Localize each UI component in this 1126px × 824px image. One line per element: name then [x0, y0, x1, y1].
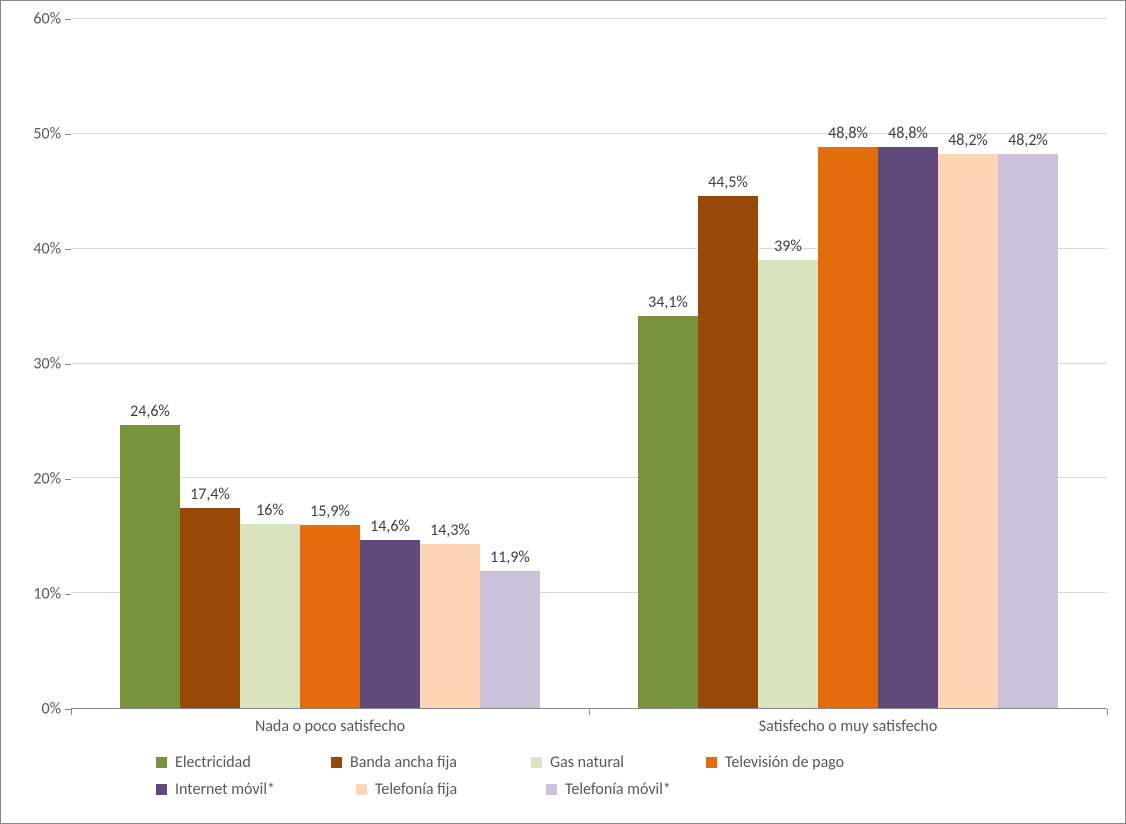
- legend-marker: [546, 784, 557, 795]
- bar-tel_movil: [480, 571, 540, 708]
- bar-tel_movil: [998, 154, 1058, 708]
- x-tick-mark: [589, 709, 590, 715]
- legend-label: Banda ancha fija: [350, 753, 457, 772]
- bar-banda_ancha: [698, 196, 758, 708]
- x-category-label: Nada o poco satisfecho: [255, 717, 405, 736]
- legend-label: Electricidad: [175, 753, 251, 772]
- legend-marker: [356, 784, 367, 795]
- legend-label: Televisión de pago: [725, 753, 844, 772]
- legend-marker: [531, 757, 542, 768]
- legend-item-tel_fija: Telefonía fija: [356, 780, 546, 799]
- bar-tv_pago: [300, 525, 360, 708]
- legend-marker: [156, 784, 167, 795]
- bar-value-label: 34,1%: [628, 293, 708, 312]
- x-tick-mark: [71, 709, 72, 715]
- legend-item-gas: Gas natural: [531, 753, 706, 772]
- y-tick-label: 20%: [11, 470, 61, 489]
- satisfaction-bar-chart: 0%10%20%30%40%50%60% 24,6%17,4%16%15,9%1…: [0, 0, 1126, 824]
- legend-item-tv_pago: Televisión de pago: [706, 753, 916, 772]
- x-tick-mark: [1107, 709, 1108, 715]
- bar-value-label: 11,9%: [470, 548, 550, 567]
- legend-label: Telefonía móvil*: [565, 780, 671, 799]
- legend-marker: [156, 757, 167, 768]
- y-tick-label: 60%: [11, 10, 61, 29]
- y-tick-label: 10%: [11, 585, 61, 604]
- bar-gas: [240, 524, 300, 708]
- y-tick-label: 30%: [11, 355, 61, 374]
- bar-tv_pago: [818, 147, 878, 708]
- legend-marker: [706, 757, 717, 768]
- gridline: [71, 18, 1107, 19]
- legend-item-internet_mov: Internet móvil*: [156, 780, 356, 799]
- bar-banda_ancha: [180, 508, 240, 708]
- bar-value-label: 44,5%: [688, 173, 768, 192]
- bar-electricidad: [120, 425, 180, 708]
- x-category-label: Satisfecho o muy satisfecho: [759, 717, 938, 736]
- bar-value-label: 48,2%: [988, 131, 1068, 150]
- y-tick-label: 0%: [11, 700, 61, 719]
- plot-area: 24,6%17,4%16%15,9%14,6%14,3%11,9%34,1%44…: [71, 19, 1107, 709]
- bar-internet_mov: [878, 147, 938, 708]
- y-tick-label: 40%: [11, 240, 61, 259]
- bar-internet_mov: [360, 540, 420, 708]
- bar-value-label: 39%: [748, 237, 828, 256]
- bar-electricidad: [638, 316, 698, 708]
- legend-marker: [331, 757, 342, 768]
- legend-label: Internet móvil*: [175, 780, 275, 799]
- bar-tel_fija: [420, 544, 480, 708]
- legend-item-tel_movil: Telefonía móvil*: [546, 780, 746, 799]
- bar-gas: [758, 260, 818, 709]
- legend-label: Gas natural: [550, 753, 624, 772]
- bar-tel_fija: [938, 154, 998, 708]
- bar-value-label: 14,3%: [410, 521, 490, 540]
- bar-value-label: 24,6%: [110, 402, 190, 421]
- legend-item-banda_ancha: Banda ancha fija: [331, 753, 531, 772]
- legend-item-electricidad: Electricidad: [156, 753, 331, 772]
- legend: Electricidad Banda ancha fija Gas natural T…: [156, 753, 986, 799]
- legend-label: Telefonía fija: [375, 780, 457, 799]
- y-tick-label: 50%: [11, 125, 61, 144]
